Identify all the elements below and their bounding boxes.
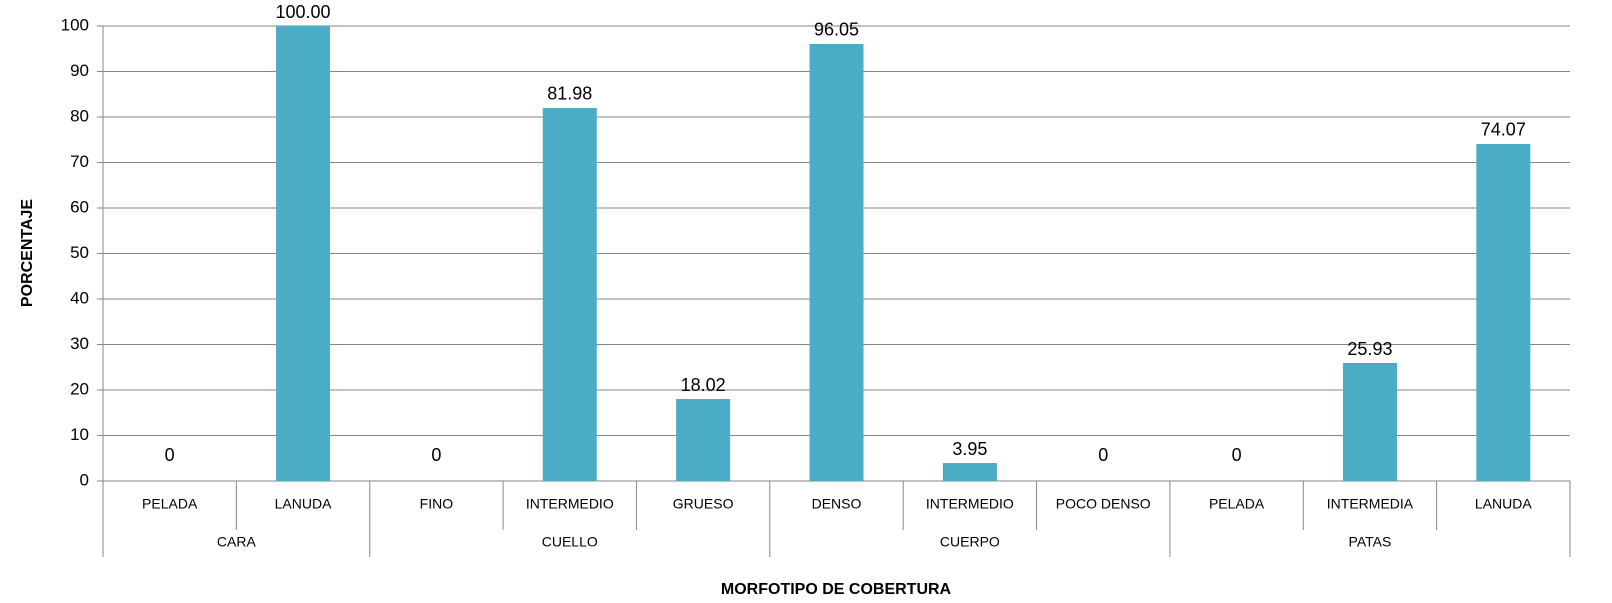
bar <box>1476 143 1531 481</box>
value-label: 81.98 <box>547 84 592 104</box>
x-tick-label: LANUDA <box>275 496 332 512</box>
group-label: CUELLO <box>542 534 598 550</box>
x-tick-label: INTERMEDIA <box>1327 496 1414 512</box>
group-label: PATAS <box>1349 534 1392 550</box>
y-tick-label: 70 <box>70 152 89 171</box>
group-label: CARA <box>217 534 257 550</box>
y-tick-label: 90 <box>70 61 89 80</box>
y-tick-label: 30 <box>70 334 89 353</box>
y-tick-label: 20 <box>70 379 89 398</box>
value-label: 0 <box>1098 445 1108 465</box>
y-tick-label: 100 <box>61 15 89 34</box>
bar <box>542 107 597 481</box>
value-label: 18.02 <box>681 375 726 395</box>
bar <box>1342 363 1397 481</box>
group-label: CUERPO <box>940 534 1000 550</box>
x-tick-label: PELADA <box>1209 496 1265 512</box>
bar <box>676 399 731 481</box>
bar <box>942 463 997 481</box>
bar <box>809 43 864 481</box>
x-tick-label: INTERMEDIO <box>526 496 614 512</box>
x-tick-label: GRUESO <box>673 496 734 512</box>
value-label: 96.05 <box>814 20 859 40</box>
x-axis-title: MORFOTIPO DE COBERTURA <box>721 581 952 598</box>
y-tick-label: 50 <box>70 243 89 262</box>
bar <box>276 26 331 481</box>
value-label: 0 <box>431 445 441 465</box>
y-tick-label: 0 <box>80 470 89 489</box>
value-label: 3.95 <box>952 439 987 459</box>
value-label: 74.07 <box>1481 120 1526 140</box>
value-label: 0 <box>165 445 175 465</box>
y-axis-title: PORCENTAJE <box>19 199 36 307</box>
x-tick-label: PELADA <box>142 496 198 512</box>
x-tick-label: LANUDA <box>1475 496 1532 512</box>
y-tick-label: 80 <box>70 106 89 125</box>
value-label: 100.00 <box>276 2 331 22</box>
y-tick-label: 60 <box>70 197 89 216</box>
x-tick-label: FINO <box>420 496 454 512</box>
x-tick-label: POCO DENSO <box>1056 496 1151 512</box>
value-label: 0 <box>1232 445 1242 465</box>
x-tick-label: DENSO <box>812 496 862 512</box>
x-tick-label: INTERMEDIO <box>926 496 1014 512</box>
y-tick-label: 40 <box>70 288 89 307</box>
y-tick-label: 10 <box>70 425 89 444</box>
value-label: 25.93 <box>1347 339 1392 359</box>
